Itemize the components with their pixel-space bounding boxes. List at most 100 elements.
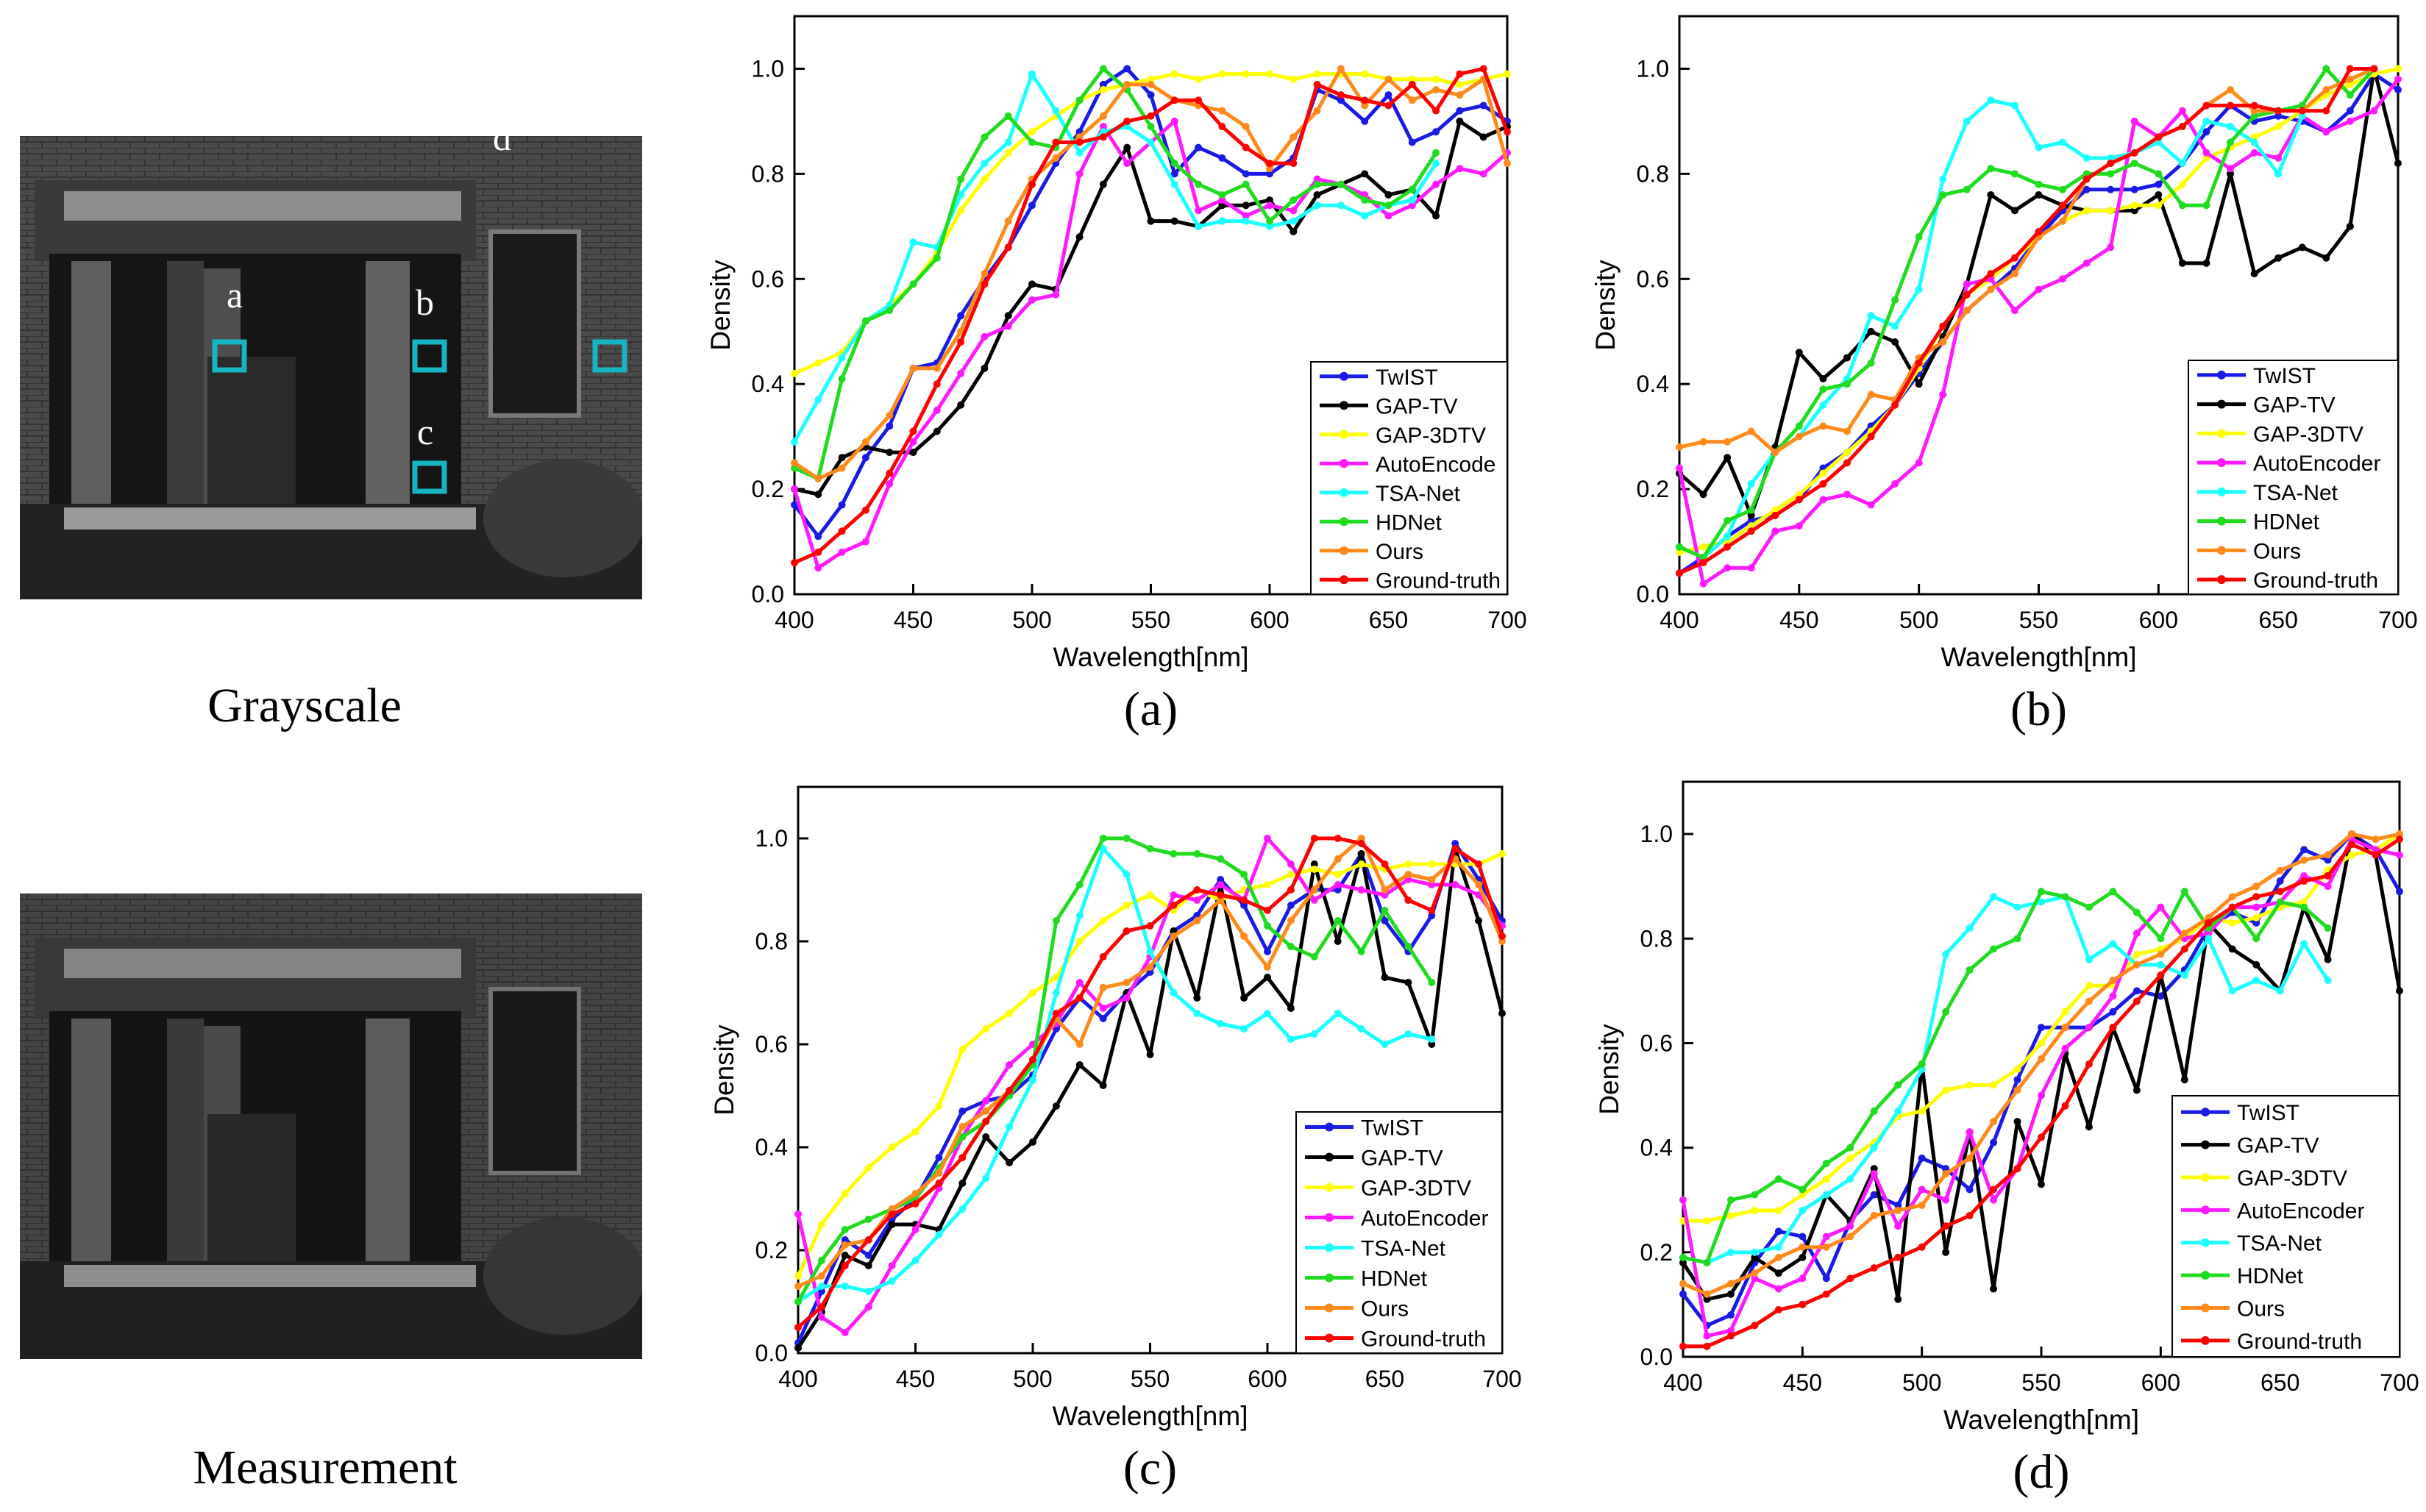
data-point — [2010, 101, 2018, 110]
data-point — [2130, 185, 2138, 193]
data-point — [1408, 80, 1416, 88]
data-point — [1123, 143, 1131, 151]
data-point — [1726, 1290, 1735, 1298]
data-point — [1006, 1061, 1014, 1069]
data-point — [1966, 1128, 1974, 1136]
data-point — [2274, 170, 2283, 178]
data-point — [864, 1303, 872, 1310]
data-point — [1939, 322, 1947, 330]
data-point — [2202, 128, 2210, 136]
x-tick-label: 500 — [1012, 607, 1051, 633]
data-point — [2085, 1024, 2093, 1032]
data-point — [1334, 881, 1342, 888]
data-point — [1313, 190, 1321, 199]
data-point — [1963, 117, 1971, 125]
data-point — [1266, 170, 1273, 178]
x-tick-label: 400 — [1663, 1369, 1702, 1396]
data-point — [1290, 160, 1298, 168]
data-point — [1987, 285, 1995, 293]
data-point — [1942, 1008, 1950, 1016]
legend-marker — [2201, 1172, 2210, 1182]
data-point — [933, 380, 941, 388]
data-point — [2155, 138, 2163, 146]
data-point — [1218, 123, 1226, 131]
data-point — [1193, 994, 1201, 1002]
series-line — [1682, 889, 2330, 1265]
data-point — [1357, 835, 1365, 842]
data-point — [1217, 876, 1225, 883]
data-point — [933, 364, 941, 372]
data-point — [2346, 91, 2354, 99]
data-point — [2085, 903, 2093, 911]
data-point — [1939, 338, 1947, 346]
data-point — [1966, 924, 1974, 932]
data-point — [1242, 212, 1250, 220]
data-point — [1052, 290, 1060, 299]
data-point — [1891, 338, 1899, 346]
data-point — [1771, 506, 1779, 514]
data-point — [2227, 86, 2235, 94]
data-point — [933, 254, 941, 262]
data-point — [864, 1262, 872, 1269]
data-point — [1679, 1342, 1687, 1350]
data-point — [1028, 70, 1036, 78]
data-point — [1147, 138, 1155, 146]
data-point — [911, 1128, 919, 1135]
series-tsa-net — [1679, 893, 2332, 1267]
data-point — [2109, 940, 2117, 948]
data-point — [1963, 307, 1971, 315]
data-point — [2178, 259, 2186, 267]
legend-marker — [1340, 546, 1348, 555]
x-tick-label: 500 — [1013, 1366, 1052, 1392]
y-tick-label: 1.0 — [1640, 821, 1673, 847]
data-point — [2348, 851, 2356, 859]
data-point — [1147, 112, 1155, 120]
data-point — [2107, 170, 2115, 178]
data-point — [2061, 893, 2069, 901]
data-point — [2013, 1066, 2021, 1073]
data-point — [1942, 950, 1950, 958]
data-point — [1699, 543, 1707, 551]
data-point — [1703, 1295, 1711, 1303]
grayscale-image — [20, 136, 642, 599]
data-point — [1676, 464, 1683, 472]
data-point — [1819, 375, 1827, 383]
data-point — [1310, 866, 1318, 873]
data-point — [841, 1329, 849, 1336]
data-point — [2132, 1086, 2141, 1094]
data-point — [1428, 907, 1436, 914]
data-point — [911, 1257, 919, 1264]
data-point — [1242, 123, 1250, 131]
data-point — [1990, 893, 1998, 901]
legend-marker — [1325, 1243, 1334, 1252]
data-point — [814, 532, 822, 541]
y-tick-label: 0.8 — [1637, 160, 1669, 187]
data-point — [1747, 516, 1755, 524]
legend-marker — [1325, 1152, 1334, 1162]
data-point — [1357, 948, 1365, 955]
data-point — [2157, 960, 2165, 969]
data-point — [1987, 96, 1995, 104]
data-point — [2180, 971, 2188, 980]
data-point — [1004, 243, 1012, 252]
data-point — [1123, 902, 1131, 909]
data-point — [1099, 845, 1107, 852]
legend-marker — [2201, 1303, 2210, 1313]
data-point — [2322, 107, 2330, 115]
data-point — [1384, 75, 1392, 83]
data-point — [1822, 1274, 1830, 1283]
data-point — [957, 312, 965, 320]
series-hdnet — [791, 65, 1440, 482]
data-point — [1123, 994, 1131, 1002]
data-point — [2252, 960, 2260, 969]
data-point — [2155, 133, 2163, 141]
data-point — [2061, 1044, 2069, 1052]
data-point — [2107, 185, 2115, 193]
data-point — [981, 270, 989, 278]
data-point — [1099, 1082, 1107, 1089]
legend-label: GAP-3DTV — [2237, 1166, 2347, 1191]
data-point — [1867, 359, 1875, 367]
data-point — [1099, 835, 1107, 842]
data-point — [1170, 96, 1178, 104]
data-point — [1751, 1253, 1759, 1261]
